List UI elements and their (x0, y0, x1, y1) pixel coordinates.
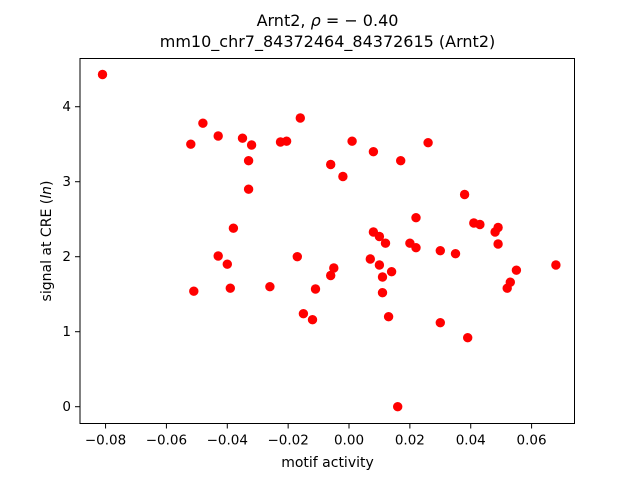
scatter-point (237, 133, 248, 143)
y-axis-label-italic: ln (39, 186, 55, 199)
scatter-point (411, 213, 421, 223)
scatter-point (310, 284, 321, 294)
y-tick-label: 3 (62, 174, 71, 190)
x-tick-label: 0.06 (517, 433, 547, 449)
scatter-point (347, 136, 357, 146)
scatter-point (490, 227, 500, 237)
scatter-point (493, 239, 503, 249)
chart-title-prefix: Arnt2, (256, 11, 311, 30)
scatter-point (368, 147, 379, 157)
scatter-point (292, 252, 302, 262)
scatter-point (295, 113, 305, 123)
y-axis-label-prefix: signal at CRE ( (39, 198, 55, 302)
scatter-point (502, 283, 512, 293)
scatter-point (511, 265, 522, 275)
scatter-point (365, 254, 375, 264)
scatter-point (463, 333, 473, 343)
scatter-point (298, 309, 309, 319)
scatter-point (383, 312, 394, 322)
scatter-point (228, 223, 239, 233)
scatter-point (423, 138, 433, 148)
y-axis-label: signal at CRE (ln) (39, 181, 55, 302)
chart-title-suffix: = − 0.40 (320, 11, 399, 30)
x-tick-label: −0.08 (85, 433, 126, 449)
scatter-point (307, 315, 318, 325)
y-tick-label: 1 (62, 324, 71, 340)
scatter-point (225, 283, 235, 293)
scatter-point (435, 246, 445, 256)
scatter-point (243, 156, 254, 166)
y-axis-label-suffix: ) (39, 180, 55, 187)
scatter-point (435, 318, 445, 328)
plot-frame (79, 58, 575, 424)
scatter-point (213, 251, 223, 261)
scatter-point (246, 140, 257, 150)
scatter-point (377, 272, 388, 282)
scatter-point (222, 259, 232, 269)
x-tick-label: −0.02 (267, 433, 308, 449)
scatter-point (97, 69, 108, 80)
scatter-point (326, 270, 336, 281)
chart-title: Arnt2, ρ = − 0.40 (80, 10, 575, 31)
x-tick-label: 0.00 (334, 433, 364, 449)
axes-spines (79, 58, 575, 424)
x-tick-label: 0.02 (395, 433, 425, 449)
scatter-point (281, 136, 292, 146)
scatter-point (393, 402, 403, 412)
scatter-point (396, 156, 406, 166)
y-tick-label: 4 (62, 99, 71, 115)
scatter-point (374, 260, 385, 270)
scatter-point (450, 249, 461, 259)
scatter-point (326, 159, 336, 170)
chart-subtitle: mm10_chr7_84372464_84372615 (Arnt2) (159, 32, 496, 51)
scatter-point (374, 231, 385, 242)
scatter-point (189, 286, 199, 296)
scatter-points (97, 69, 561, 412)
chart-title-rho: ρ (310, 11, 321, 30)
scatter-point (186, 139, 196, 149)
scatter-point (329, 263, 339, 273)
chart-title-block: Arnt2, ρ = − 0.40 mm10_chr7_84372464_843… (80, 10, 575, 52)
scatter-point (459, 189, 470, 200)
axis-ticks: −0.08 −0.06 −0.04 −0.02 0.00 0.02 0.04 0.06 0 1 2 3… (62, 99, 546, 448)
scatter-point (377, 288, 388, 298)
scatter-point (198, 118, 208, 128)
scatter-point (380, 238, 391, 248)
x-tick-label: −0.04 (207, 433, 248, 449)
scatter-point (338, 171, 348, 182)
scatter-point (411, 243, 421, 253)
x-axis-label: motif activity (281, 455, 374, 471)
scatter-point (213, 131, 223, 141)
scatter-point (265, 282, 275, 292)
y-tick-label: 0 (62, 399, 71, 415)
y-tick-label: 2 (62, 249, 71, 265)
scatter-point (475, 219, 485, 230)
scatter-point (243, 184, 254, 194)
scatter-point (551, 260, 561, 270)
scatter-point (386, 267, 397, 277)
x-tick-label: −0.06 (146, 433, 187, 449)
x-tick-label: 0.04 (456, 433, 486, 449)
